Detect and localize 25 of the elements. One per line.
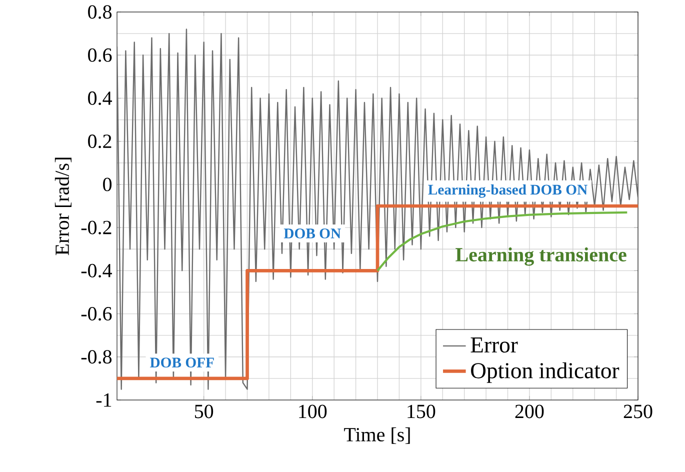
y-tick-label: -0.4: [81, 264, 112, 278]
line-series: [117, 28, 638, 390]
y-axis-title: Error [rad/s]: [54, 158, 72, 256]
x-tick-label: 200: [515, 404, 544, 418]
annotation: DOB ON: [284, 228, 341, 238]
annotation: Learning transience: [456, 247, 626, 266]
y-tick-label: 0: [103, 178, 112, 192]
x-tick-label: 250: [624, 404, 652, 418]
y-tick-label: 0.4: [88, 91, 112, 106]
x-axis-title: Time [s]: [344, 427, 410, 444]
y-tick-label: -1: [96, 393, 112, 407]
annotation: Learning-based DOB ON: [428, 184, 588, 198]
legend-label: Error: [470, 338, 518, 353]
y-tick-label: -0.2: [81, 220, 112, 234]
annotation: DOB OFF: [150, 358, 214, 368]
x-tick-label: 100: [299, 404, 327, 418]
y-tick-label: -0.8: [81, 350, 112, 364]
y-tick-label: 0.8: [88, 5, 112, 19]
y-tick-label: -0.6: [81, 306, 112, 321]
y-tick-label: 0.2: [88, 134, 112, 148]
y-tick-label: 0.6: [88, 48, 112, 62]
line-series: [376, 211, 628, 272]
x-tick-label: 150: [408, 404, 436, 418]
legend-label: Option indicator: [471, 362, 620, 383]
x-tick-label: 50: [195, 404, 214, 418]
